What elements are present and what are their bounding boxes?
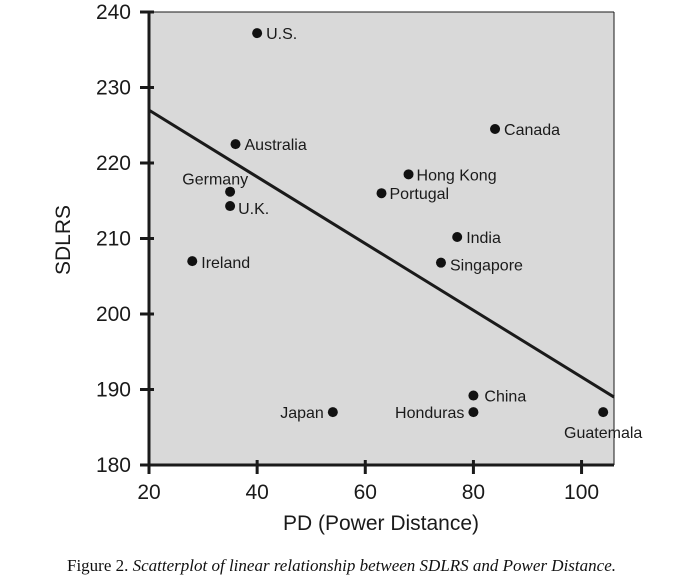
data-point [225, 186, 236, 197]
x-tick-label: 80 [462, 481, 485, 504]
caption-prefix: Figure 2. [67, 556, 129, 575]
data-point [452, 231, 463, 242]
x-tick-label: 20 [137, 481, 160, 504]
data-point [435, 257, 446, 268]
point-label: Portugal [390, 186, 450, 203]
data-point [598, 407, 609, 418]
y-tick-label: 220 [96, 152, 131, 175]
trendline [148, 108, 615, 399]
scatter-chart: 180 190 200 210 220 230 240 20 40 60 80 100 U.S. Aus… [52, 1, 642, 535]
y-tick-label: 190 [96, 379, 131, 402]
caption-text: Scatterplot of linear relationship betwe… [132, 556, 616, 575]
x-tick-label: 60 [354, 481, 377, 504]
data-point [327, 407, 338, 418]
data-point [230, 139, 241, 150]
data-points: U.S. Australia Canada Germany U.K. Hong Kong P… [182, 26, 642, 442]
point-label: Canada [504, 122, 560, 139]
y-axis-title: SDLRS [52, 205, 75, 275]
y-tick-label: 180 [96, 454, 131, 477]
point-label: India [466, 230, 501, 247]
x-tick-label: 40 [245, 481, 268, 504]
point-label: U.S. [266, 26, 297, 43]
trendline-layer [148, 108, 615, 399]
y-tick-label: 210 [96, 228, 131, 251]
data-point [252, 28, 263, 39]
point-label: Germany [182, 172, 248, 189]
y-tick-label: 240 [96, 1, 131, 24]
data-point [468, 390, 479, 401]
figure-caption: Figure 2. Scatterplot of linear relation… [0, 556, 683, 576]
data-point [225, 201, 236, 212]
point-label: Guatemala [564, 425, 642, 442]
point-label: Honduras [395, 405, 464, 422]
point-label: U.K. [238, 201, 269, 218]
data-point [490, 124, 501, 135]
data-point [187, 256, 198, 267]
data-point [403, 169, 414, 180]
x-tick-label: 100 [564, 481, 599, 504]
y-tick-label: 230 [96, 77, 131, 100]
point-label: Australia [245, 137, 307, 154]
data-point [468, 407, 479, 418]
point-label: Singapore [450, 258, 523, 275]
point-label: China [484, 389, 526, 406]
x-axis-title: PD (Power Distance) [283, 512, 479, 535]
point-label: Japan [280, 405, 324, 422]
data-point [376, 188, 387, 199]
ticks: 180 190 200 210 220 230 240 20 40 60 80 100 [96, 1, 599, 504]
plot-area [149, 12, 614, 465]
point-label: Hong Kong [417, 167, 497, 184]
point-label: Ireland [201, 255, 250, 272]
y-tick-label: 200 [96, 303, 131, 326]
